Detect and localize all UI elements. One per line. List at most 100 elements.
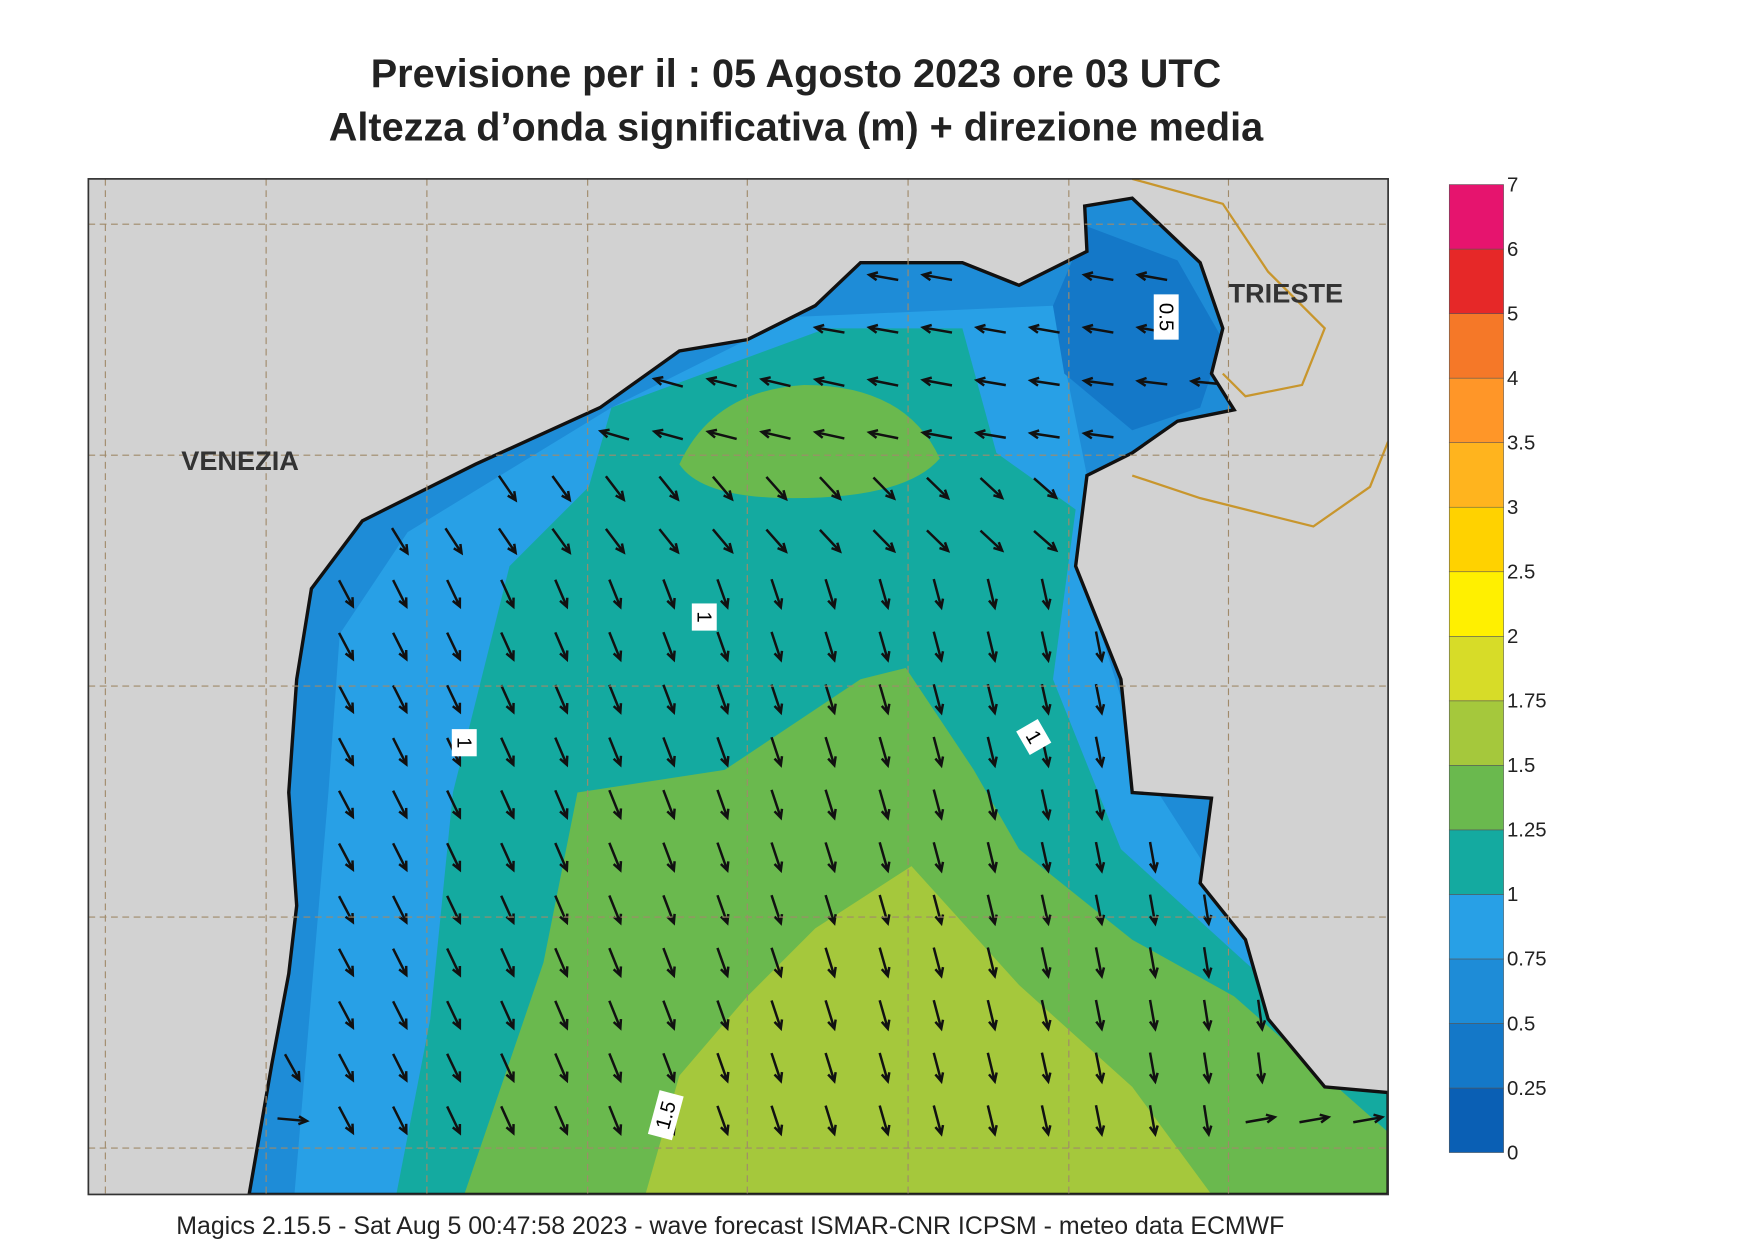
colorbar-label: 1.25 — [1507, 820, 1547, 842]
wave-arrow — [597, 428, 630, 441]
wave-arrow — [716, 736, 730, 768]
colorbar-label: 6 — [1507, 239, 1518, 261]
wave-arrow — [770, 684, 784, 716]
wave-arrow — [872, 476, 897, 501]
wave-arrow — [932, 789, 945, 821]
wave-arrow — [608, 1000, 623, 1031]
wave-arrow — [497, 475, 518, 503]
wave-arrow — [608, 947, 623, 979]
wave-arrow — [1033, 529, 1059, 553]
wave-arrow — [705, 428, 737, 441]
wave-arrow — [920, 271, 953, 282]
wave-arrow — [973, 323, 1006, 334]
wave-arrow — [1094, 841, 1106, 874]
wave-arrow — [1027, 429, 1060, 440]
wave-arrow — [497, 527, 518, 556]
wave-arrow — [765, 528, 788, 554]
wave-arrow — [824, 947, 837, 979]
wave-arrow — [1202, 894, 1213, 927]
colorbar-box — [1448, 313, 1504, 379]
wave-arrow — [554, 947, 569, 978]
colorbar-box — [1448, 765, 1504, 831]
wave-arrow — [824, 684, 837, 716]
wave-arrow — [446, 684, 462, 715]
wave-arrow — [1148, 1105, 1159, 1138]
wave-arrow — [1094, 999, 1106, 1032]
wave-arrow — [878, 842, 891, 874]
wave-arrow — [716, 631, 730, 663]
wave-arrow — [662, 789, 676, 821]
wave-arrow — [1081, 376, 1114, 387]
colorbar-box — [1448, 571, 1504, 637]
wave-arrow — [392, 1000, 408, 1031]
colorbar-label: 2 — [1507, 626, 1518, 648]
wave-arrow — [500, 947, 515, 978]
colorbar-label: 7 — [1507, 174, 1518, 196]
wave-arrow — [283, 1053, 301, 1083]
wave-arrow — [1040, 1105, 1052, 1137]
wave-arrow — [711, 528, 734, 555]
wave-arrow — [920, 323, 953, 334]
wave-arrow — [866, 376, 899, 387]
colorbar-box — [1448, 958, 1504, 1024]
colorbar-box — [1448, 700, 1504, 766]
wave-arrow — [390, 527, 409, 556]
wave-arrow — [973, 376, 1007, 387]
wave-arrow — [770, 1000, 784, 1032]
wave-arrow — [819, 476, 842, 501]
wave-arrow — [770, 842, 784, 874]
wave-arrow — [932, 684, 945, 716]
wave-arrow — [932, 1052, 945, 1085]
wave-arrow — [705, 376, 737, 388]
contour-label: 0.5 — [1154, 303, 1176, 331]
wave-arrow — [651, 428, 684, 441]
wave-arrow — [604, 528, 626, 555]
wave-arrow — [500, 1105, 515, 1136]
wave-arrow — [1148, 894, 1159, 927]
wave-arrow — [812, 323, 845, 334]
wave-arrow — [932, 841, 945, 874]
wave-arrow — [277, 1115, 310, 1126]
wave-arrow — [608, 737, 623, 768]
wave-arrow — [337, 895, 355, 925]
wave-arrow — [1094, 1105, 1106, 1137]
wave-arrow — [337, 948, 355, 978]
colorbar-label: 4 — [1507, 368, 1518, 390]
wave-arrow — [878, 684, 891, 716]
wave-arrow — [1148, 841, 1159, 874]
wave-arrow — [608, 1105, 623, 1137]
wave-arrow — [337, 842, 355, 873]
wave-arrow — [608, 579, 623, 610]
wave-arrow — [1202, 1104, 1213, 1138]
wave-arrow — [986, 841, 998, 874]
wave-arrow — [651, 375, 684, 388]
wave-arrow — [392, 948, 408, 978]
wave-arrow — [337, 737, 355, 767]
wave-arrow — [824, 631, 837, 663]
wave-arrow — [765, 476, 788, 502]
wave-arrow — [1094, 683, 1106, 716]
wave-arrow — [554, 789, 569, 821]
colorbar-box — [1448, 184, 1504, 250]
wave-arrow — [878, 1105, 891, 1137]
wave-arrow — [1040, 999, 1052, 1032]
wave-arrow — [878, 1052, 891, 1084]
wave-arrow — [1353, 1113, 1386, 1124]
wave-arrow — [920, 429, 953, 440]
colorbar-label: 0 — [1507, 1142, 1518, 1164]
graticule — [88, 178, 1389, 1195]
wave-arrow — [337, 790, 355, 820]
colorbar: 0 0.25 0.5 0.75 1 1.25 1.5 1.75 2 2.5 3 3.5 4 5 6 7 — [1448, 174, 1547, 1164]
wave-arrow — [662, 631, 676, 663]
colorbar-label: 3 — [1507, 497, 1518, 519]
wave-arrow — [658, 528, 680, 555]
wave-arrow — [604, 475, 626, 502]
map — [88, 178, 1389, 1195]
wave-arrow — [770, 789, 784, 821]
wave-arrow — [1202, 999, 1213, 1032]
wave-arrow — [1148, 947, 1159, 980]
wave-arrow — [716, 578, 730, 610]
place-label: TRIESTE — [1228, 277, 1343, 308]
